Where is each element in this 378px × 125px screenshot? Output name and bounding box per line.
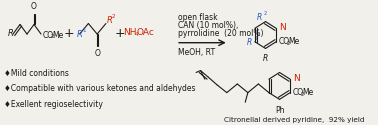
Text: Citronellal derived pyridine,  92% yield: Citronellal derived pyridine, 92% yield xyxy=(224,116,365,122)
Text: MeOH, RT: MeOH, RT xyxy=(178,48,215,57)
Text: ♦Exellent regioselectivity: ♦Exellent regioselectivity xyxy=(4,100,103,109)
Text: O: O xyxy=(31,2,37,11)
Text: 2: 2 xyxy=(286,41,289,46)
Text: ♦Mild conditions: ♦Mild conditions xyxy=(4,69,69,78)
Text: 2: 2 xyxy=(300,92,304,97)
Text: CO: CO xyxy=(43,30,54,40)
Text: 2: 2 xyxy=(264,11,267,16)
Text: R: R xyxy=(107,16,113,25)
Text: Me: Me xyxy=(288,37,300,46)
Text: 1: 1 xyxy=(82,28,86,33)
Text: Me: Me xyxy=(302,88,314,97)
Text: 2: 2 xyxy=(50,34,53,39)
Text: 4: 4 xyxy=(135,32,138,37)
Text: ♦Compatible with various ketones and aldehydes: ♦Compatible with various ketones and ald… xyxy=(4,84,196,93)
Text: CO: CO xyxy=(293,88,304,97)
Text: open flask: open flask xyxy=(178,13,217,22)
Text: O: O xyxy=(94,49,100,58)
Text: Ph: Ph xyxy=(275,106,284,115)
Text: R: R xyxy=(263,54,268,63)
Text: Me: Me xyxy=(53,30,64,40)
Text: OAc: OAc xyxy=(136,28,155,37)
Text: 1: 1 xyxy=(254,36,257,41)
Text: +: + xyxy=(115,27,125,40)
Text: 2: 2 xyxy=(112,14,116,19)
Text: R: R xyxy=(77,30,83,39)
Text: +: + xyxy=(64,27,74,40)
Text: N: N xyxy=(279,23,285,32)
Text: R: R xyxy=(247,38,252,47)
Text: R: R xyxy=(8,29,14,38)
Text: CO: CO xyxy=(279,37,290,46)
Text: NH: NH xyxy=(124,28,137,37)
Text: pyrrolidine  (20 mol%): pyrrolidine (20 mol%) xyxy=(178,29,263,38)
Text: N: N xyxy=(293,74,299,83)
Text: CAN (10 mol%),: CAN (10 mol%), xyxy=(178,21,238,30)
Text: R: R xyxy=(257,13,262,22)
